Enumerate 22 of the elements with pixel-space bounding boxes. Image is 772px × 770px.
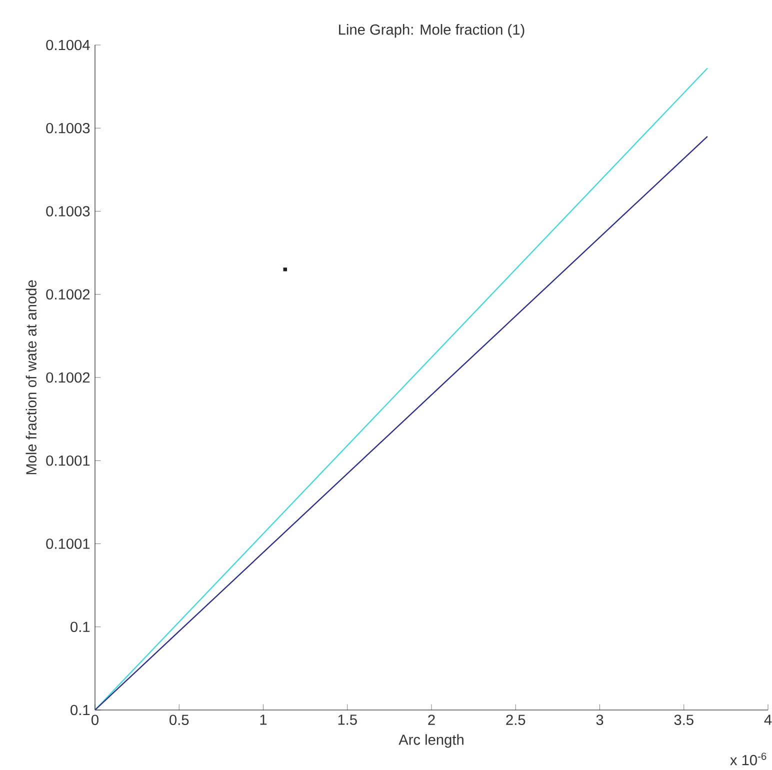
y-tick-label: 0.1: [70, 622, 90, 632]
y-tick-label: 0.1002: [46, 289, 90, 300]
y-tick-label: 0.1004: [46, 40, 90, 50]
y-tick-label: 0.1: [70, 704, 90, 716]
x-tick-label: 3.5: [674, 714, 694, 726]
chart-title: Line Graph: Mole fraction (1): [339, 24, 524, 38]
x-tick-label: 2: [428, 714, 435, 725]
y-axis-title: Mole fraction of wate at anode: [26, 280, 36, 474]
x-tick-label: 1.5: [338, 714, 357, 725]
x-tick-label: 1: [260, 714, 267, 725]
x-axis-title: Arc length: [398, 734, 464, 748]
x-tick-label: 0.5: [170, 714, 189, 726]
text: x 10$^{-6}$: [730, 752, 766, 766]
y-tick-label: 0.1001: [46, 538, 90, 549]
y-tick-label: 0.1003: [46, 206, 90, 216]
x-tick-label: 4: [764, 714, 772, 725]
y-tick-label: 0.1003: [46, 122, 90, 134]
x-tick-label: 3: [596, 714, 604, 726]
y-tick-label: 0.1002: [46, 372, 90, 383]
x-tick-label: 0: [92, 714, 98, 726]
x-tick-label: 2.5: [506, 714, 526, 726]
y-tick-label: 0.1001: [46, 455, 90, 466]
